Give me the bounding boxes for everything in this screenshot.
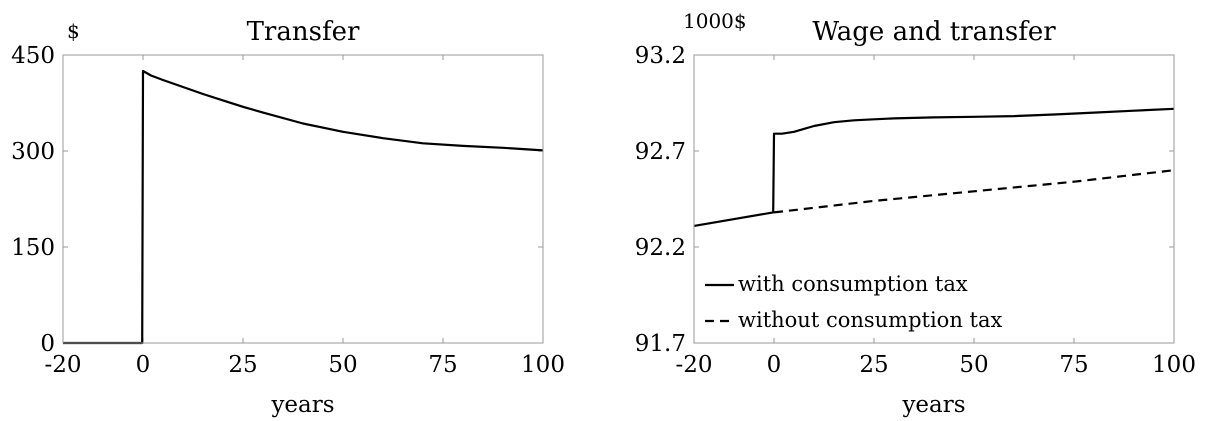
transfer-series-group [63, 69, 544, 345]
wage-series-line-0 [693, 107, 1175, 227]
wage-chart-panel: Wage and transfer 1000$ -20 0 25 50 75 100 91.… [635, 9, 1196, 418]
transfer-x-tick-label: 100 [521, 352, 565, 378]
transfer-y-tick-label: 0 [40, 331, 55, 357]
transfer-x-tick-label: 25 [228, 352, 257, 378]
wage-series-line-1 [773, 169, 1175, 214]
transfer-series-line-0 [63, 69, 544, 345]
wage-unit-label: 1000$ [683, 9, 747, 33]
wage-y-tick-label: 93.2 [635, 43, 686, 69]
wage-x-tick-label: 0 [767, 352, 782, 378]
transfer-x-tick-label: -20 [44, 352, 81, 378]
transfer-plot-frame [62, 54, 544, 344]
wage-y-tick-label: 91.7 [635, 331, 686, 357]
wage-x-tick-label: 75 [1059, 352, 1088, 378]
legend-label-without-tax: without consumption tax [738, 308, 1002, 332]
wage-legend: with consumption tax without consumption… [705, 272, 1002, 332]
transfer-y-tick-label: 150 [11, 235, 55, 261]
wage-chart-title: Wage and transfer [812, 17, 1056, 47]
transfer-axis-ticks [62, 54, 544, 344]
legend-label-with-tax: with consumption tax [738, 272, 968, 296]
wage-tick-labels: -20 0 25 50 75 100 91.7 92.2 92.7 93.2 [635, 43, 1196, 378]
transfer-unit-label: $ [67, 19, 80, 43]
transfer-y-tick-label: 450 [11, 43, 55, 69]
transfer-x-tick-label: 75 [428, 352, 457, 378]
transfer-y-tick-label: 300 [11, 139, 55, 165]
wage-y-tick-label: 92.2 [635, 235, 686, 261]
wage-plot-frame [693, 54, 1175, 344]
wage-x-tick-label: 25 [859, 352, 888, 378]
transfer-chart-title: Transfer [247, 17, 360, 47]
wage-series-group [693, 107, 1175, 227]
transfer-x-axis-label: years [270, 392, 334, 418]
transfer-x-tick-label: 0 [136, 352, 151, 378]
transfer-x-tick-label: 50 [328, 352, 357, 378]
wage-axis-ticks [693, 54, 1175, 344]
wage-x-tick-label: 100 [1152, 352, 1196, 378]
wage-x-tick-label: 50 [959, 352, 988, 378]
wage-y-tick-label: 92.7 [635, 139, 686, 165]
wage-x-axis-label: years [901, 392, 965, 418]
wage-x-tick-label: -20 [675, 352, 712, 378]
